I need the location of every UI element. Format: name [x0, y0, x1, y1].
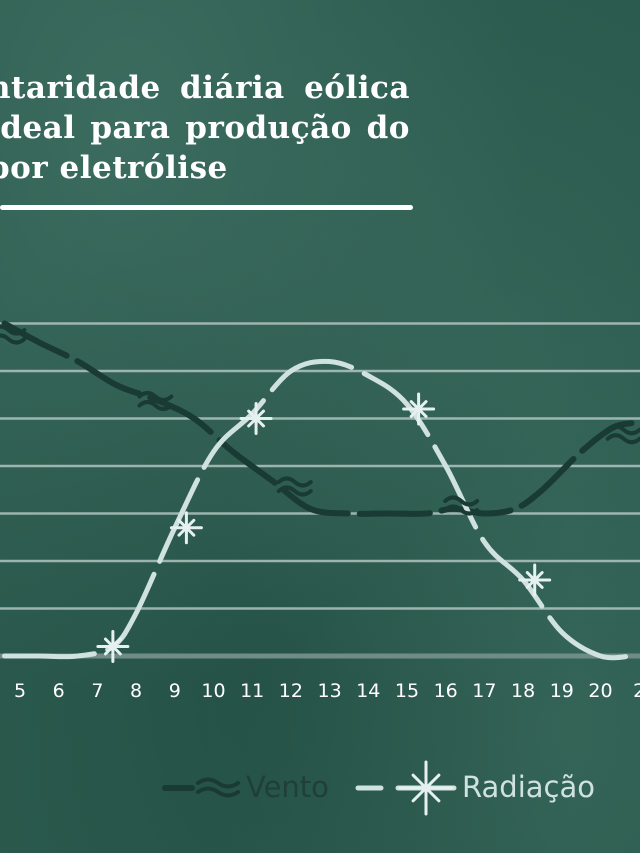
- x-tick-label: 15: [395, 680, 419, 702]
- x-tick-label: 9: [169, 680, 181, 702]
- x-tick-label: 19: [550, 680, 574, 702]
- radiacao-star-marker: [239, 402, 273, 435]
- radiacao-star-marker: [402, 392, 436, 426]
- vento-wave-marker: [605, 424, 640, 445]
- x-tick-label: 11: [240, 680, 264, 702]
- x-tick-label: 12: [279, 680, 303, 702]
- x-tick-label: 14: [356, 680, 380, 702]
- x-tick-label: 18: [511, 680, 535, 702]
- vento-wave-marker: [137, 391, 174, 411]
- title-underline: [0, 205, 413, 210]
- radiacao-star-marker: [169, 511, 203, 545]
- x-tick-label: 5: [14, 680, 26, 702]
- legend-vento-wave-icon: [196, 777, 240, 798]
- legend: Vento Radiação: [162, 760, 595, 816]
- series-markers: [0, 324, 640, 663]
- x-tick-label: 10: [201, 680, 225, 702]
- x-tick-label: 20: [588, 680, 612, 702]
- x-tick-label: 8: [130, 680, 142, 702]
- legend-radiacao-star-icon: [398, 760, 454, 816]
- chart-title: ntaridade diária eólica ideal para produ…: [0, 70, 410, 186]
- x-tick-label: 17: [472, 680, 496, 702]
- x-tick-label: 2: [633, 680, 640, 702]
- vento-wave-marker: [276, 476, 313, 497]
- legend-vento-label: Vento: [246, 770, 329, 804]
- x-tick-label: 13: [318, 680, 342, 702]
- x-tick-label: 16: [434, 680, 458, 702]
- grid-lines: [0, 322, 640, 610]
- vento-wave-marker: [443, 495, 480, 516]
- x-tick-label: 7: [91, 680, 103, 702]
- x-tick-labels: 5 6 7 8 9 10 11 12 13 14 15 16 17 18 19 20 2: [14, 680, 640, 702]
- legend-radiacao-label: Radiação: [462, 770, 595, 804]
- radiacao-star-marker: [518, 563, 552, 597]
- series-line-vento: [1, 320, 635, 517]
- x-tick-label: 6: [53, 680, 65, 702]
- radiacao-star-marker: [96, 630, 130, 663]
- vento-wave-marker: [0, 324, 27, 345]
